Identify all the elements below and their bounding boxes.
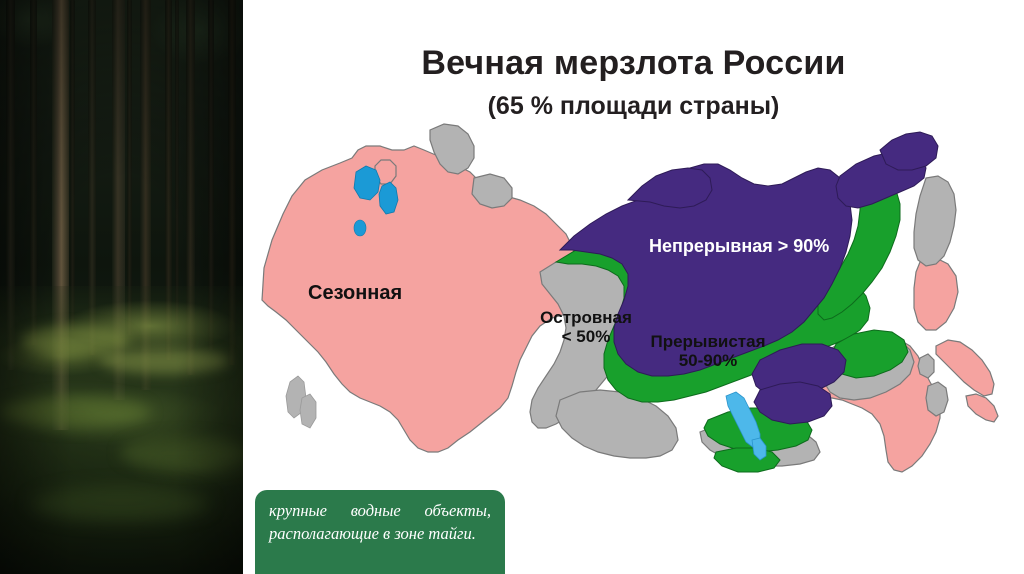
- tree-trunk: [140, 0, 151, 390]
- caption-box: крупные водные объекты, располагающие в …: [255, 490, 505, 574]
- tree-trunk: [175, 0, 179, 325]
- map-label-discontinuous-line1: Прерывистая: [650, 332, 766, 351]
- map-label-seasonal: Сезонная: [308, 282, 403, 304]
- moss-patch: [0, 396, 150, 428]
- map-label-discontinuous: Прерывистая 50-90%: [643, 332, 773, 370]
- photo-vignette: [0, 0, 243, 574]
- tree-trunk: [165, 0, 172, 360]
- map-label-continuous: Непрерывная > 90%: [649, 236, 830, 256]
- taiga-forest-photo: [0, 0, 243, 574]
- water-bodies: [353, 165, 767, 461]
- moss-patch: [20, 326, 130, 356]
- moss-patch: [30, 486, 210, 522]
- map-label-discontinuous-line2: 50-90%: [678, 350, 738, 370]
- moss-patch: [120, 436, 243, 470]
- tree-trunk: [127, 0, 132, 335]
- map-label-island-line1: Островная: [540, 308, 632, 327]
- forest-floor-moss: [0, 286, 243, 574]
- tree-trunk: [30, 0, 37, 345]
- tree-trunk: [208, 0, 214, 350]
- map-label-island-line2: < 50%: [561, 326, 611, 346]
- tree-trunk: [88, 0, 96, 355]
- caption-text: крупные водные объекты, располагающие в …: [269, 501, 491, 544]
- tree-trunk: [6, 0, 15, 370]
- zone-seasonal: [261, 145, 999, 473]
- tree-trunk: [70, 0, 75, 330]
- tree-trunk: [228, 0, 236, 365]
- page-subtitle: (65 % площади страны): [487, 92, 780, 120]
- map-label-island: Островная < 50%: [531, 308, 641, 346]
- zone-continuous: [558, 131, 939, 425]
- page-title: Вечная мерзлота России: [421, 44, 846, 82]
- tree-trunk: [186, 0, 195, 375]
- moss-patch: [100, 348, 230, 374]
- permafrost-map: Вечная мерзлота России (65 % площади стр…: [243, 0, 1024, 574]
